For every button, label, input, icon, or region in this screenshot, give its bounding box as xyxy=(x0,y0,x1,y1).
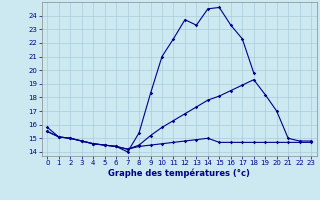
X-axis label: Graphe des températures (°c): Graphe des températures (°c) xyxy=(108,169,250,178)
